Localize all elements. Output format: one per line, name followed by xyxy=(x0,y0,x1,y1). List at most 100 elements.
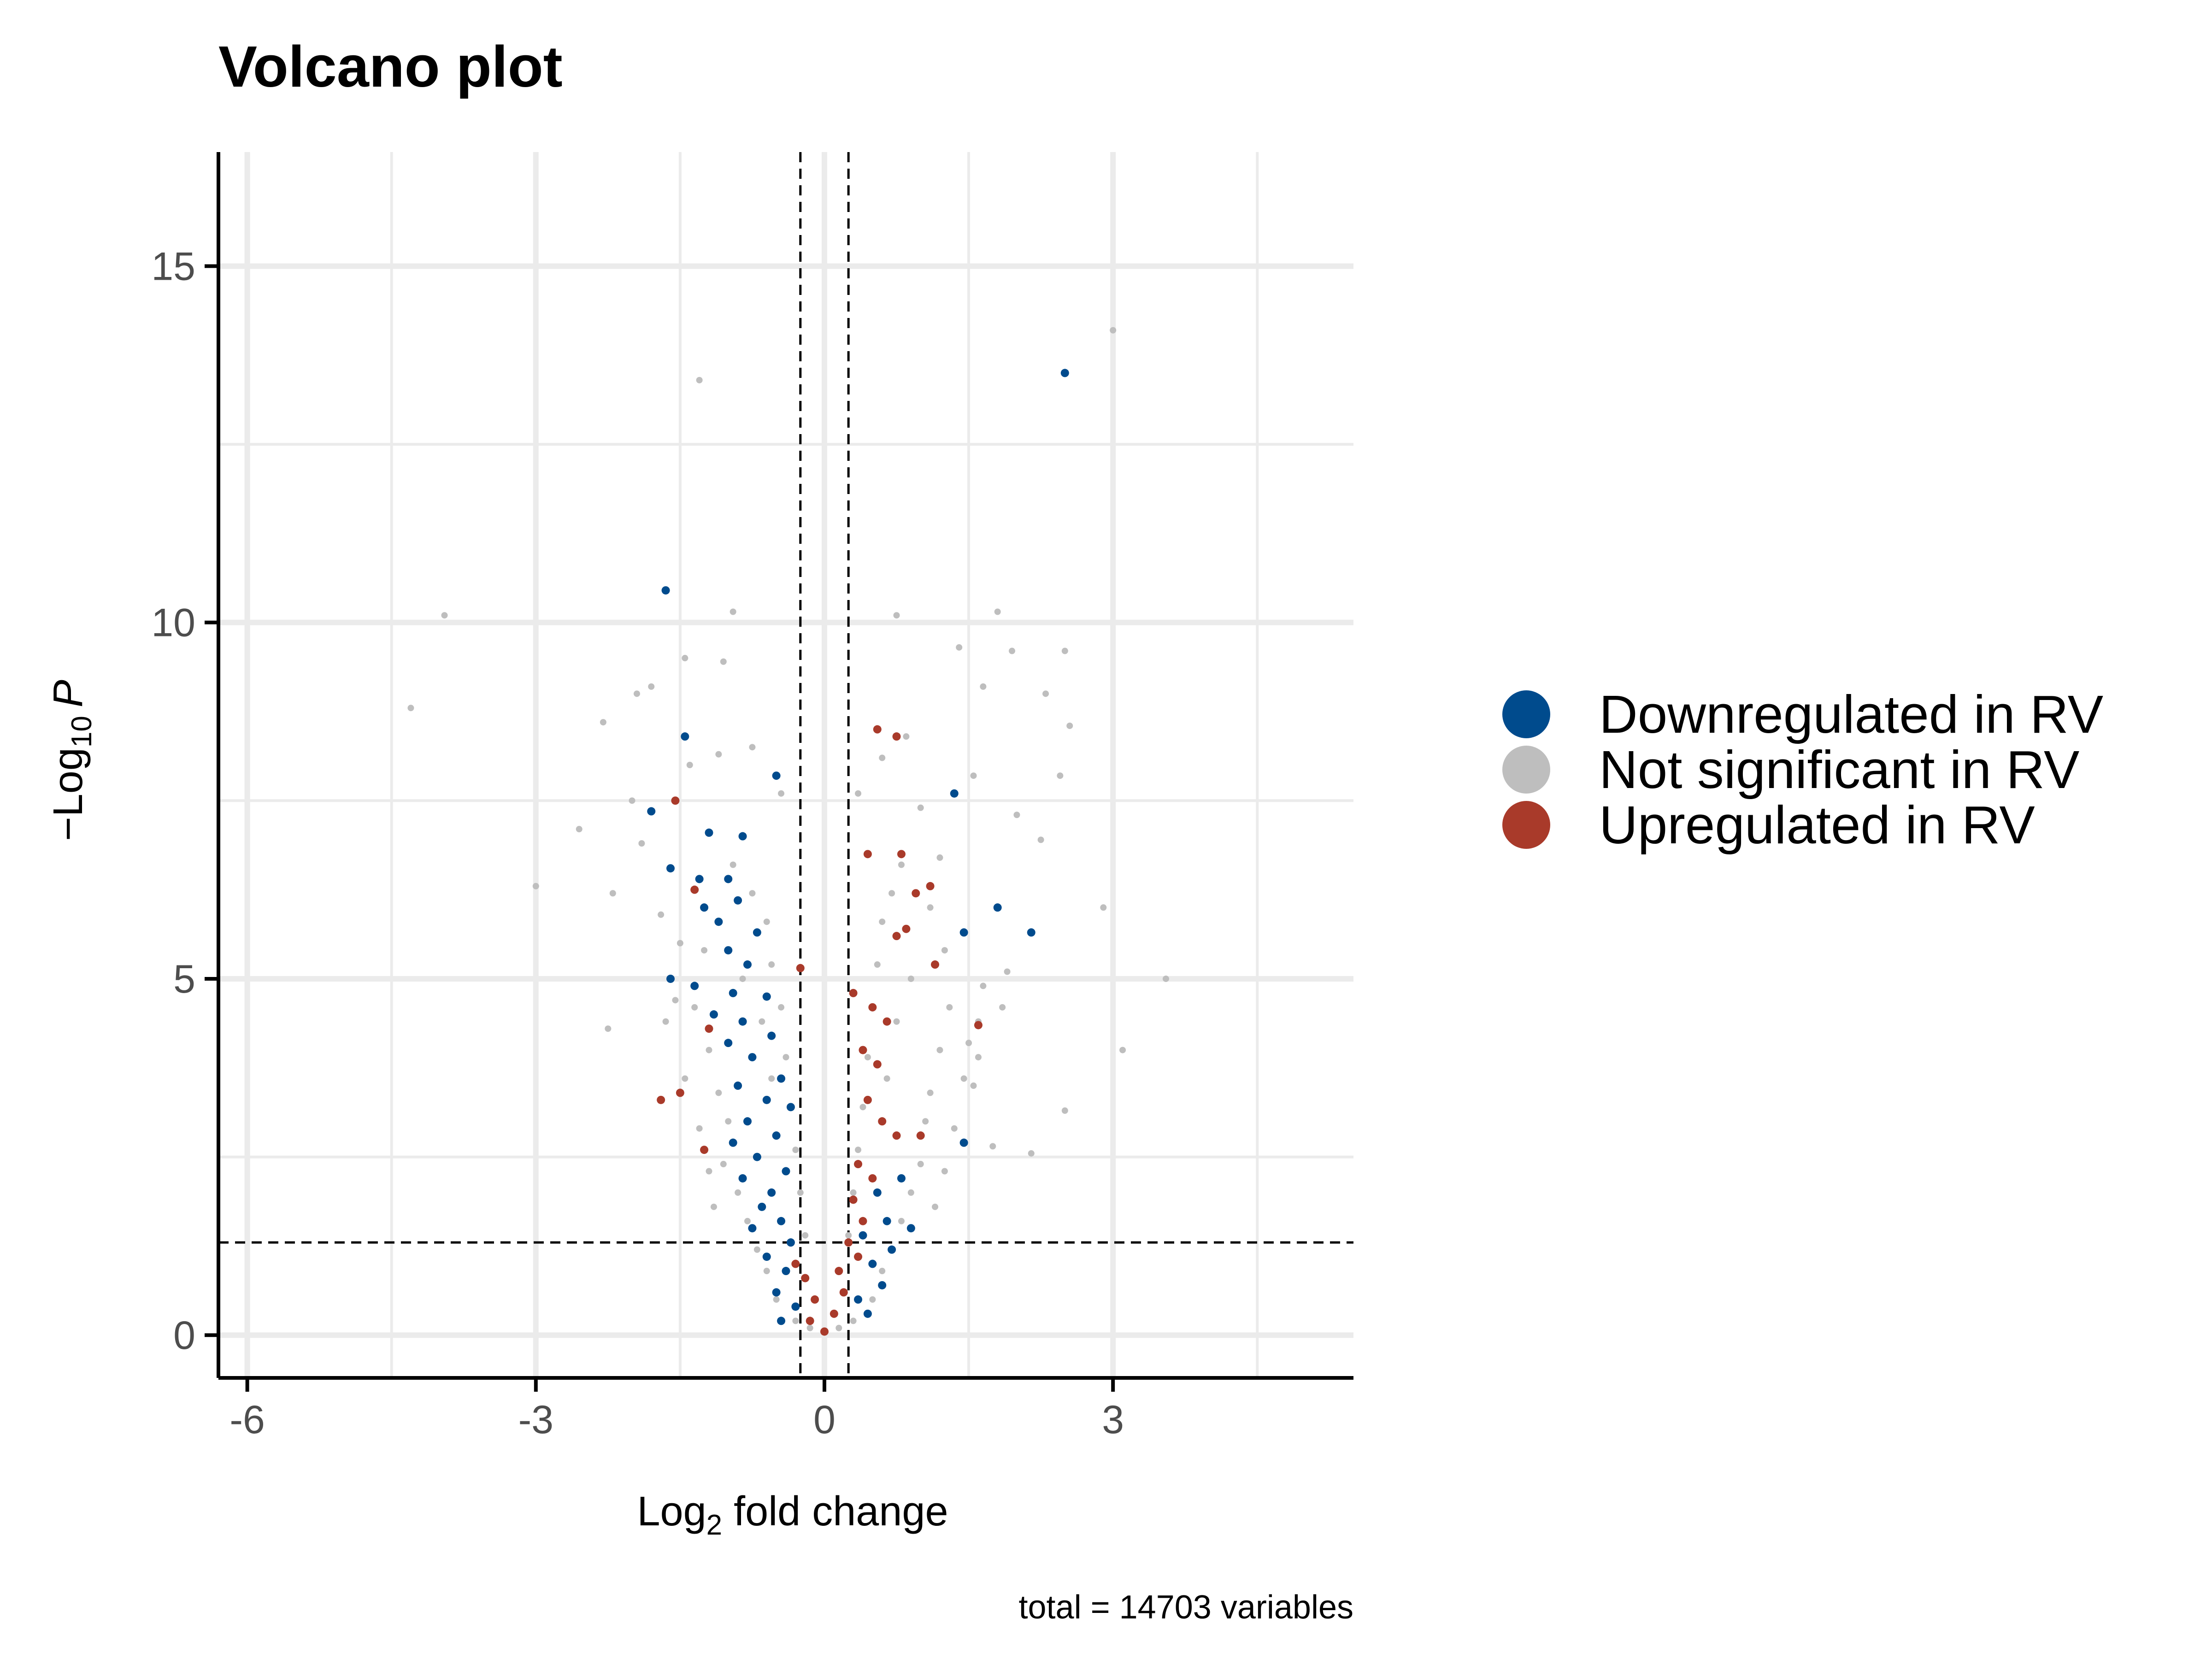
data-point xyxy=(701,947,708,954)
data-point xyxy=(811,1295,819,1304)
data-point xyxy=(749,744,756,751)
data-point xyxy=(696,1125,703,1132)
data-point xyxy=(700,903,709,912)
data-point xyxy=(946,1004,953,1011)
data-point xyxy=(830,1309,838,1318)
data-point xyxy=(772,771,781,780)
data-point xyxy=(724,946,733,955)
data-point xyxy=(956,644,963,651)
data-point xyxy=(960,1075,967,1082)
data-point xyxy=(849,988,858,997)
data-point xyxy=(677,940,683,947)
data-point xyxy=(927,904,934,911)
data-point xyxy=(882,1217,891,1225)
y-tick-label: 0 xyxy=(173,1313,195,1358)
y-tick-label: 10 xyxy=(151,601,195,645)
data-point xyxy=(922,1118,929,1125)
data-point xyxy=(734,1081,742,1090)
data-point xyxy=(671,796,680,805)
data-point xyxy=(753,1246,760,1253)
data-point xyxy=(970,772,977,779)
data-point xyxy=(786,1238,795,1247)
data-point xyxy=(735,1189,741,1196)
data-point xyxy=(782,1054,789,1061)
data-point xyxy=(980,683,987,690)
data-point xyxy=(879,1268,886,1275)
legend-label: Not significant in RV xyxy=(1599,740,2079,800)
data-point xyxy=(936,1047,943,1053)
data-point xyxy=(849,1195,858,1204)
data-point xyxy=(916,1131,925,1140)
data-point xyxy=(907,1189,914,1196)
data-point xyxy=(720,658,727,665)
data-point xyxy=(859,1231,867,1240)
data-point xyxy=(835,1267,843,1276)
data-point xyxy=(796,964,805,972)
data-point xyxy=(407,705,414,712)
data-point xyxy=(801,1274,810,1282)
data-point xyxy=(917,1161,924,1168)
data-point xyxy=(658,911,665,918)
data-point xyxy=(749,890,756,897)
data-point xyxy=(974,1021,982,1030)
data-point xyxy=(724,875,733,883)
data-point xyxy=(854,1253,863,1261)
data-point xyxy=(532,882,539,889)
data-point xyxy=(600,719,606,726)
data-point xyxy=(768,961,775,968)
data-point xyxy=(759,1018,765,1025)
data-point xyxy=(647,807,656,816)
data-point xyxy=(892,1131,901,1140)
data-point xyxy=(854,1160,863,1169)
data-point xyxy=(1037,836,1044,843)
data-point xyxy=(903,733,910,740)
data-point xyxy=(681,732,689,741)
y-tick-label: 5 xyxy=(173,957,195,1001)
data-point xyxy=(1042,690,1049,697)
data-point xyxy=(778,1004,785,1011)
data-point xyxy=(893,1018,900,1025)
data-point xyxy=(802,1232,809,1239)
data-point xyxy=(777,1217,786,1225)
data-point xyxy=(729,1138,737,1147)
chart-caption: total = 14703 variables xyxy=(1018,1589,1353,1626)
data-point xyxy=(863,1095,872,1104)
y-axis-label: −Log10P xyxy=(45,680,98,841)
data-point xyxy=(661,586,670,595)
data-point xyxy=(638,840,645,847)
data-point xyxy=(936,854,943,861)
data-point xyxy=(714,918,723,926)
data-point xyxy=(878,1281,887,1289)
data-point xyxy=(878,1117,887,1126)
grid xyxy=(218,152,1353,1378)
data-point xyxy=(729,988,737,997)
data-point xyxy=(927,1089,934,1096)
data-point xyxy=(748,1224,757,1233)
data-point xyxy=(762,1095,771,1104)
data-point xyxy=(1004,968,1011,975)
data-point xyxy=(1119,1047,1126,1053)
data-point xyxy=(791,1302,800,1311)
data-point xyxy=(820,1327,829,1336)
data-point xyxy=(758,1202,766,1211)
data-point xyxy=(676,1088,684,1097)
data-point xyxy=(682,655,688,662)
data-point xyxy=(648,683,655,690)
data-point xyxy=(609,890,616,897)
data-point xyxy=(874,961,881,968)
data-point xyxy=(709,1010,718,1019)
data-point xyxy=(892,932,901,941)
data-point xyxy=(869,1296,876,1303)
data-point xyxy=(950,789,959,798)
x-tick-label: -3 xyxy=(518,1398,553,1442)
data-point xyxy=(893,612,900,619)
data-point xyxy=(1061,1107,1068,1114)
data-point xyxy=(791,1259,800,1268)
data-point xyxy=(850,1189,857,1196)
data-point xyxy=(706,1047,712,1053)
data-point xyxy=(1060,369,1069,377)
data-point xyxy=(931,960,940,969)
data-point xyxy=(959,928,968,937)
data-point xyxy=(725,1118,732,1125)
data-point xyxy=(772,1131,781,1140)
